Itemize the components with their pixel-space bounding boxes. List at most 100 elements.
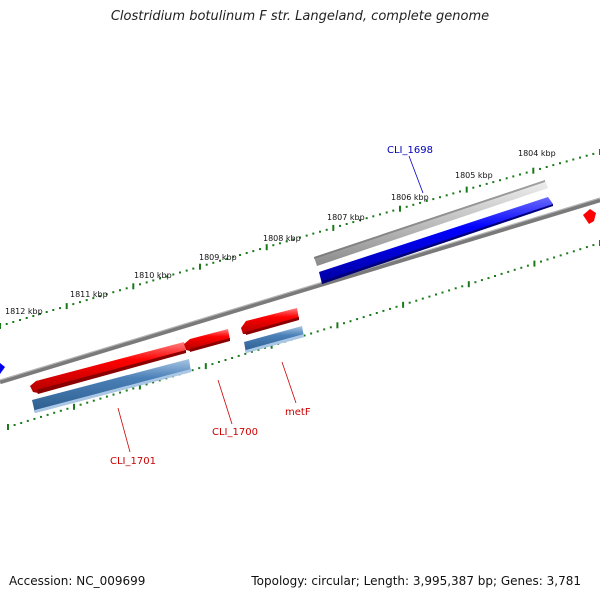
ruler-minor-tick xyxy=(59,409,62,412)
ruler-minor-tick xyxy=(520,266,523,269)
ruler-major-tick xyxy=(265,244,268,251)
ruler-minor-tick xyxy=(329,326,332,329)
ruler-minor-tick xyxy=(39,313,41,315)
ruler-minor-tick xyxy=(212,261,215,264)
ruler-minor-tick xyxy=(408,301,411,304)
ruler-minor-tick xyxy=(152,381,155,384)
ruler-minor-tick xyxy=(237,354,240,357)
ruler-minor-tick xyxy=(99,397,102,400)
ruler-minor-tick xyxy=(13,424,16,426)
ruler-minor-tick xyxy=(225,257,228,260)
ruler-minor-tick xyxy=(345,223,348,225)
ruler-minor-tick xyxy=(565,160,568,163)
ruler-minor-tick xyxy=(52,309,55,311)
ruler-major-tick xyxy=(336,322,339,329)
gene-label-cli-1698[interactable]: CLI_1698 xyxy=(387,145,433,156)
ruler-minor-tick xyxy=(211,363,214,366)
ruler-minor-tick xyxy=(459,190,461,193)
leader-line-cli-1700 xyxy=(217,379,233,425)
ruler-minor-tick xyxy=(85,299,88,302)
ruler-minor-tick xyxy=(310,332,313,335)
ruler-minor-tick xyxy=(192,267,195,270)
gene-label-cli-1700[interactable]: CLI_1700 xyxy=(212,427,258,438)
ruler-minor-tick xyxy=(323,328,326,331)
edge-feature-blue[interactable] xyxy=(0,363,5,374)
ruler-minor-tick xyxy=(272,244,275,247)
cds-cli-1701[interactable] xyxy=(30,342,186,394)
gene-label-metf[interactable]: metF xyxy=(285,407,311,418)
ruler-minor-tick xyxy=(12,321,15,323)
cds-cli-1700[interactable] xyxy=(184,329,230,352)
ruler-minor-tick xyxy=(198,367,201,370)
ruler-minor-tick xyxy=(66,407,69,410)
ruler-minor-tick xyxy=(392,209,395,212)
ruler-label: 1804 kbp xyxy=(518,149,556,158)
ruler-minor-tick xyxy=(566,252,569,255)
ruler-minor-tick xyxy=(232,255,235,258)
ruler-minor-tick xyxy=(239,254,241,256)
ruler-minor-tick xyxy=(500,272,503,275)
ruler-minor-tick xyxy=(303,334,306,337)
ruler-minor-tick xyxy=(325,228,328,231)
ruler-minor-tick xyxy=(352,221,355,224)
ruler-minor-tick xyxy=(46,413,49,416)
ruler-minor-tick xyxy=(474,281,477,284)
ruler-minor-tick xyxy=(349,320,352,323)
ruler-minor-tick xyxy=(45,311,48,313)
ruler-minor-tick xyxy=(479,184,481,187)
ruler-minor-tick xyxy=(369,314,372,316)
ruler-minor-tick xyxy=(343,322,345,325)
grey-feature[interactable] xyxy=(314,180,548,266)
ruler-minor-tick xyxy=(421,297,424,300)
ruler-minor-tick xyxy=(389,307,391,310)
ruler-minor-tick xyxy=(119,391,122,394)
ruler-minor-tick xyxy=(372,215,375,218)
gene-label-cli-1701[interactable]: CLI_1701 xyxy=(110,456,156,467)
cds-cli-1698[interactable] xyxy=(319,197,553,284)
ruler-minor-tick xyxy=(20,422,23,424)
gene-cli-1701[interactable] xyxy=(32,359,191,413)
ruler-minor-tick xyxy=(105,395,108,398)
ruler-major-tick xyxy=(138,383,141,390)
edge-feature-red[interactable] xyxy=(583,209,596,224)
ruler-minor-tick xyxy=(519,173,521,176)
ruler-minor-tick xyxy=(40,415,42,418)
ruler-minor-tick xyxy=(412,203,415,206)
ruler-minor-tick xyxy=(285,240,288,243)
ruler-minor-tick xyxy=(452,192,455,195)
ruler-minor-tick xyxy=(172,273,175,276)
ruler-minor-tick xyxy=(526,264,529,267)
ruler-minor-tick xyxy=(428,295,431,298)
ruler-minor-tick xyxy=(461,285,464,288)
ruler-minor-tick xyxy=(224,359,227,361)
ruler-minor-tick xyxy=(112,393,115,396)
ruler-minor-tick xyxy=(572,250,575,253)
ruler-minor-tick xyxy=(79,301,81,304)
ruler-minor-tick xyxy=(158,379,161,382)
ruler-label: 1811 kbp xyxy=(70,290,108,299)
ruler-major-tick xyxy=(399,205,401,212)
cds-metf[interactable] xyxy=(241,308,299,335)
ruler-label: 1810 kbp xyxy=(134,271,172,280)
ruler-minor-tick xyxy=(26,419,29,422)
ruler-minor-tick xyxy=(359,219,361,222)
ruler-minor-tick xyxy=(316,330,319,333)
ruler-minor-tick xyxy=(512,175,515,178)
ruler-minor-tick xyxy=(125,389,128,392)
ruler-minor-tick xyxy=(252,250,255,253)
ruler-minor-tick xyxy=(375,312,378,314)
ruler-minor-tick xyxy=(539,167,541,170)
ruler-minor-tick xyxy=(257,348,260,351)
leader-line-cli-1698 xyxy=(408,155,424,194)
ruler-minor-tick xyxy=(92,399,95,402)
ruler-minor-tick xyxy=(441,291,444,294)
gene-metf[interactable] xyxy=(244,326,304,353)
ruler-label: 1806 kbp xyxy=(391,193,429,202)
ruler-minor-tick xyxy=(559,254,562,257)
ruler-major-tick xyxy=(465,186,468,193)
ruler-minor-tick xyxy=(259,248,261,251)
ruler-minor-tick xyxy=(492,181,495,184)
ruler-label: 1808 kbp xyxy=(263,234,301,243)
ruler-minor-tick xyxy=(231,357,234,359)
